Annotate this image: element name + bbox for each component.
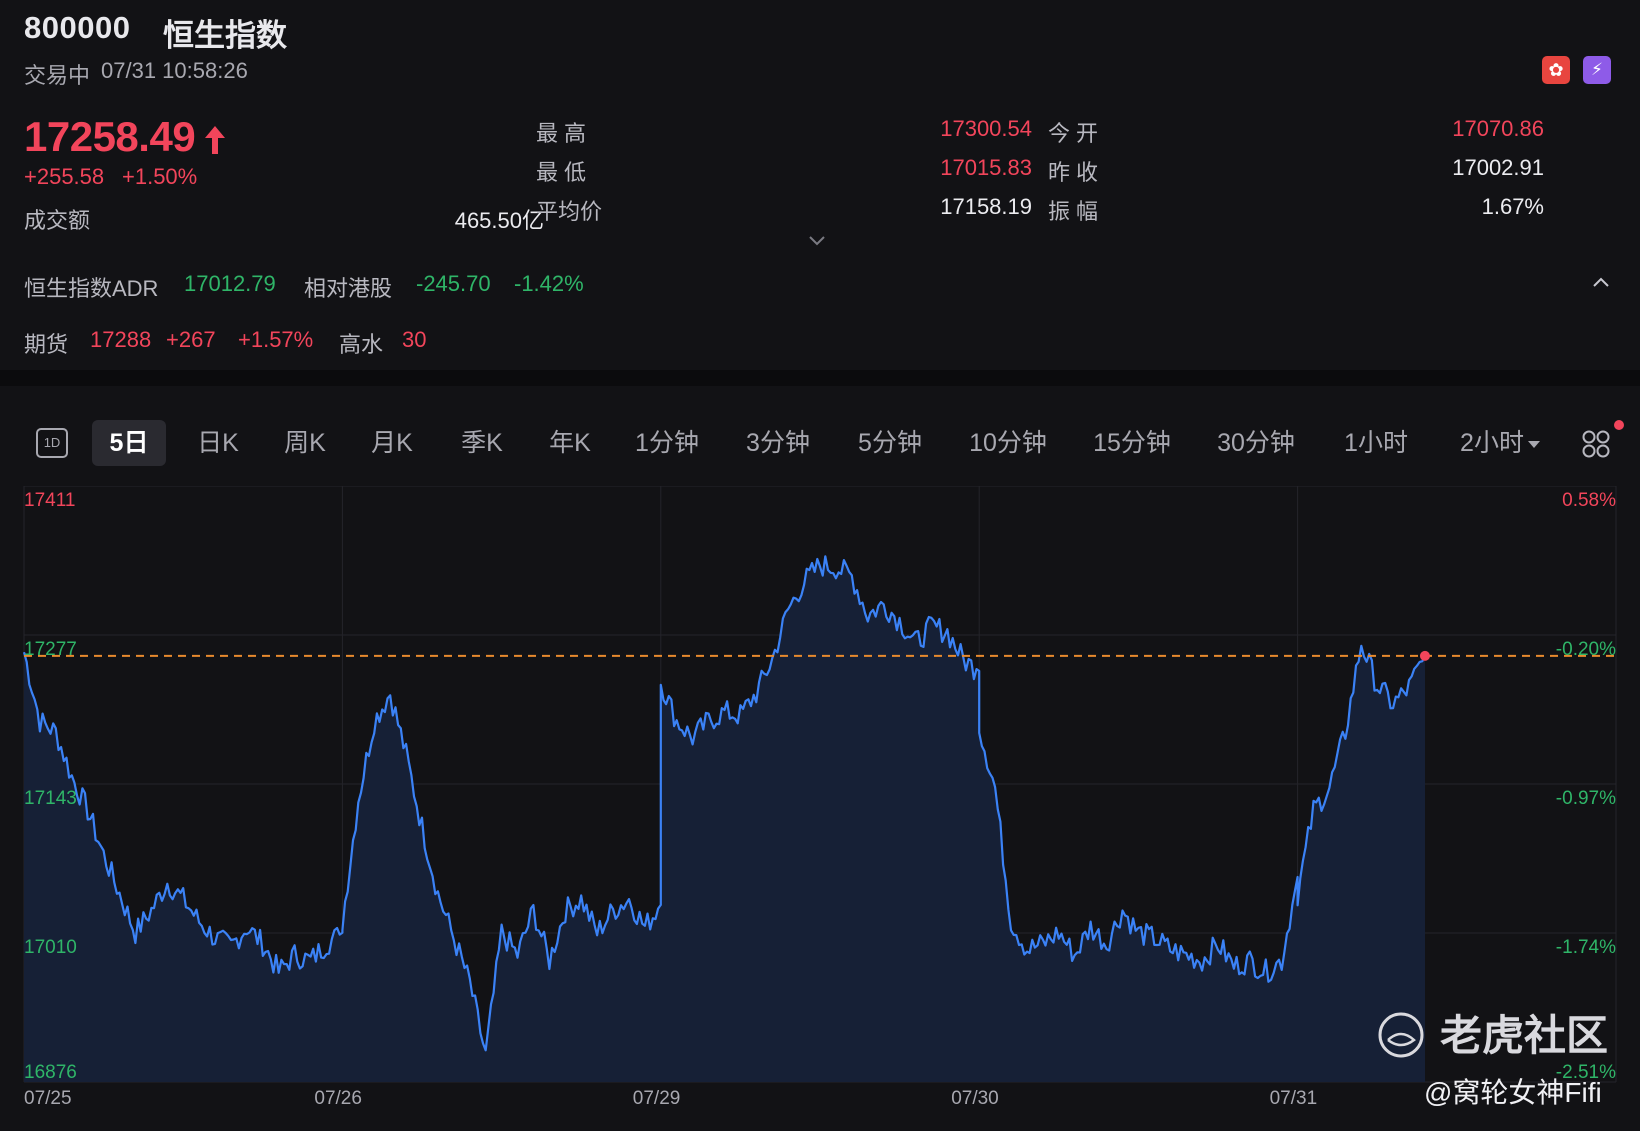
tab-label: 30分钟 xyxy=(1217,429,1295,457)
price-line xyxy=(22,555,1426,1052)
adr-label: 恒生指数ADR xyxy=(24,276,159,301)
premium-value: 30 xyxy=(402,327,427,352)
tab-1d[interactable]: 1D xyxy=(36,428,68,458)
x-axis-date-label: 07/31 xyxy=(1270,1088,1318,1109)
open-value: 17070.86 xyxy=(1452,116,1544,141)
tab-label: 2小时 xyxy=(1460,429,1524,457)
hong-kong-flag-icon[interactable]: ✿ xyxy=(1542,56,1570,84)
high-value: 17300.54 xyxy=(940,116,1032,141)
x-axis-date-label: 07/26 xyxy=(314,1088,362,1109)
tab-label: 1小时 xyxy=(1344,429,1408,457)
price-change: +255.58 xyxy=(24,164,105,189)
quote-timestamp: 07/31 10:58:26 xyxy=(101,58,248,83)
price-area-fill xyxy=(24,556,1425,1082)
level-2-icon[interactable]: ⚡ xyxy=(1583,56,1611,84)
futures-change: +267 xyxy=(166,327,216,352)
watermark-user: @窝轮女神Fifi xyxy=(1424,1077,1602,1108)
prev-close-label: 昨收 xyxy=(1048,160,1105,185)
chevron-up-icon[interactable] xyxy=(1592,276,1610,288)
x-axis-date-label: 07/30 xyxy=(951,1088,999,1109)
stock-name: 恒生指数 xyxy=(163,18,287,53)
y-axis-price-label: 17010 xyxy=(24,937,77,958)
avg-price-value: 17158.19 xyxy=(940,194,1032,219)
last-price: 17258.49 xyxy=(24,113,196,160)
notification-dot xyxy=(1614,420,1624,430)
y-axis-price-label: 17277 xyxy=(24,639,77,660)
turnover-value: 465.50亿 xyxy=(454,208,544,233)
tiger-community-watermark: 老虎社区 xyxy=(1378,1012,1608,1059)
futures-change-percent: +1.57% xyxy=(238,327,314,352)
tab-label: 10分钟 xyxy=(969,429,1047,457)
y-axis-price-label: 17411 xyxy=(24,490,75,511)
x-axis-date-label: 07/25 xyxy=(24,1088,72,1109)
chevron-down-icon[interactable] xyxy=(808,234,826,246)
x-axis-date-label: 07/29 xyxy=(633,1088,681,1109)
tab-label: 日K xyxy=(197,429,239,457)
stock-code: 800000 xyxy=(24,10,131,45)
tab-15min[interactable]: 15分钟 xyxy=(1088,420,1176,466)
y-axis-percent-label: -0.20% xyxy=(1556,639,1616,660)
avg-price-label: 平均价 xyxy=(536,199,603,224)
relative-change: -245.70 xyxy=(416,271,491,296)
y-axis-percent-label: 0.58% xyxy=(1562,490,1616,511)
tab-daily-k[interactable]: 日K xyxy=(190,420,246,466)
tab-label: 3分钟 xyxy=(746,429,810,457)
tab-label: 年K xyxy=(549,429,591,457)
tab-label: 季K xyxy=(461,429,503,457)
relative-hk-label: 相对港股 xyxy=(304,276,393,301)
y-axis-price-label: 17143 xyxy=(24,788,77,809)
tab-label: 5分钟 xyxy=(858,429,922,457)
tab-label: 月K xyxy=(371,429,413,457)
futures-value: 17288 xyxy=(90,327,152,352)
low-label: 最低 xyxy=(536,160,593,185)
tab-label: 15分钟 xyxy=(1093,429,1171,457)
relative-change-percent: -1.42% xyxy=(514,271,584,296)
tab-1min[interactable]: 1分钟 xyxy=(632,420,702,466)
tab-2hour-dropdown[interactable]: 2小时 xyxy=(1450,420,1550,466)
adr-value: 17012.79 xyxy=(184,271,276,296)
premium-label: 高水 xyxy=(339,332,384,357)
watermark-brand: 老虎社区 xyxy=(1440,1012,1608,1059)
tab-monthly-k[interactable]: 月K xyxy=(367,420,417,466)
amplitude-label: 振幅 xyxy=(1048,199,1105,224)
tab-label: 1D xyxy=(43,435,61,450)
layout-grid-icon[interactable] xyxy=(1582,430,1610,458)
open-label: 今开 xyxy=(1048,121,1105,146)
tab-yearly-k[interactable]: 年K xyxy=(542,420,598,466)
tab-label: 周K xyxy=(284,429,326,457)
amplitude-value: 1.67% xyxy=(1481,194,1544,219)
caret-down-icon xyxy=(1527,440,1540,448)
tab-label: 5日 xyxy=(109,429,149,457)
tab-label: 1分钟 xyxy=(635,429,699,457)
tab-10min[interactable]: 10分钟 xyxy=(964,420,1052,466)
last-price-marker xyxy=(1419,650,1430,661)
section-divider xyxy=(0,370,1640,386)
price-change-percent: +1.50% xyxy=(122,164,198,189)
tab-3min[interactable]: 3分钟 xyxy=(740,420,816,466)
high-label: 最高 xyxy=(536,121,593,146)
trading-status: 交易中 xyxy=(24,63,91,88)
tab-quarterly-k[interactable]: 季K xyxy=(454,420,510,466)
y-axis-price-label: 16876 xyxy=(24,1062,77,1083)
y-axis-percent-label: -0.97% xyxy=(1556,788,1616,809)
tab-30min[interactable]: 30分钟 xyxy=(1212,420,1300,466)
tab-weekly-k[interactable]: 周K xyxy=(280,420,330,466)
tab-5min[interactable]: 5分钟 xyxy=(852,420,928,466)
low-value: 17015.83 xyxy=(940,155,1032,180)
tiger-logo-icon xyxy=(1378,1012,1424,1058)
turnover-label: 成交额 xyxy=(24,208,91,233)
y-axis-percent-label: -2.51% xyxy=(1556,1062,1616,1083)
tab-1hour[interactable]: 1小时 xyxy=(1340,420,1412,466)
y-axis-percent-label: -1.74% xyxy=(1556,937,1616,958)
tab-5day[interactable]: 5日 xyxy=(92,420,166,466)
intraday-5day-chart[interactable]: 17411 0.58% 17277 -0.20% 17143 -0.97% 17010 -1.… xyxy=(0,486,1640,1131)
up-arrow-icon xyxy=(205,126,225,154)
chart-period-toolbar: 1D 5日 日K 周K 月K 季K 年K 1分钟 3分钟 5分钟 10分钟 15… xyxy=(0,420,1640,472)
prev-close-value: 17002.91 xyxy=(1452,155,1544,180)
futures-label: 期货 xyxy=(24,332,69,357)
